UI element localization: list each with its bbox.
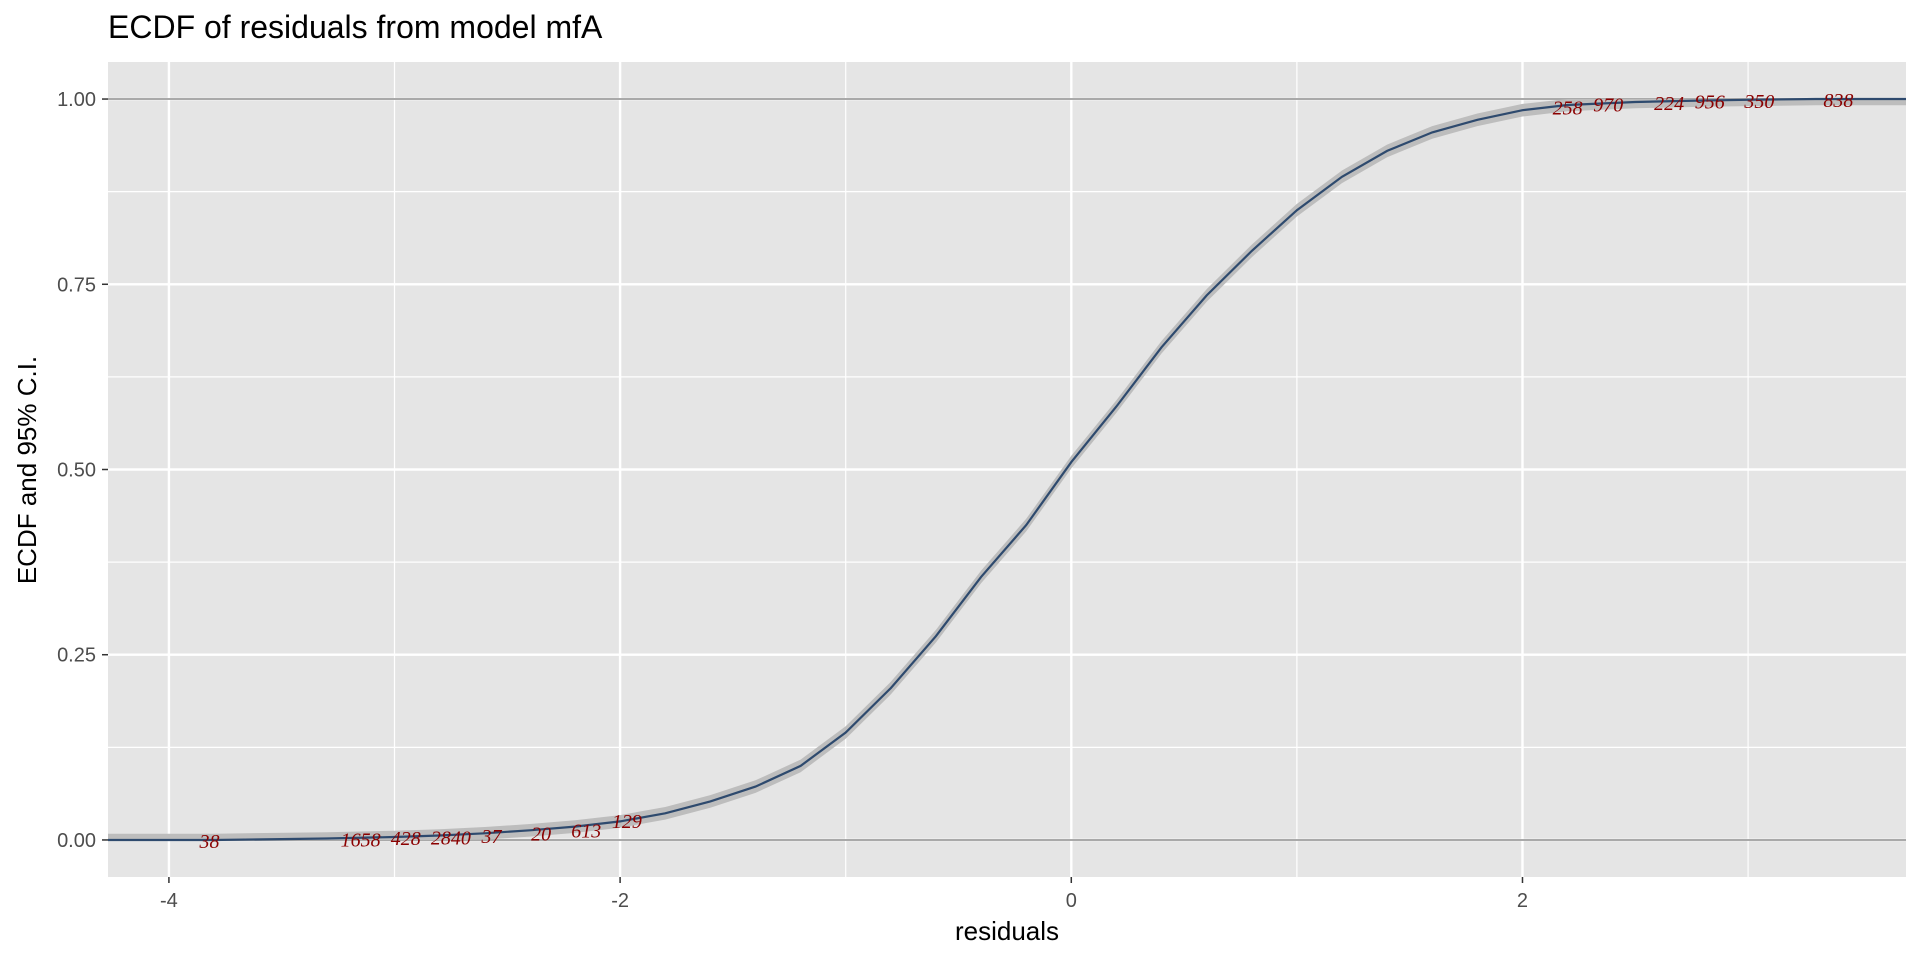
y-tick-label: 0.25 bbox=[57, 645, 96, 667]
y-tick-label: 0.00 bbox=[57, 830, 96, 852]
point-label: 38 bbox=[199, 831, 220, 853]
point-label: 838 bbox=[1823, 90, 1853, 112]
point-label: 428 bbox=[391, 828, 421, 850]
point-label: 2840 bbox=[431, 827, 471, 849]
point-label: 1658 bbox=[341, 829, 381, 851]
point-label: 129 bbox=[612, 811, 642, 833]
x-tick-label: 0 bbox=[1066, 890, 1077, 912]
x-axis-title: residuals bbox=[955, 916, 1059, 946]
x-tick-label: -2 bbox=[611, 890, 629, 912]
ecdf-line bbox=[108, 97, 1906, 842]
x-tick-label: -4 bbox=[160, 890, 178, 912]
y-tick-label: 1.00 bbox=[57, 89, 96, 111]
x-tick-label: 2 bbox=[1517, 890, 1528, 912]
point-label: 37 bbox=[481, 826, 503, 848]
y-tick-label: 0.75 bbox=[57, 274, 96, 296]
chart-title: ECDF of residuals from model mfA bbox=[108, 9, 603, 45]
y-axis: 0.00 0.25 0.50 0.75 1.00 bbox=[57, 89, 108, 852]
point-label: 956 bbox=[1695, 92, 1725, 114]
y-tick-label: 0.50 bbox=[57, 460, 96, 482]
point-label: 20 bbox=[531, 824, 551, 846]
point-labels: 38 1658 428 2840 37 20 613 129 258 970 224 956 350 83… bbox=[199, 90, 1854, 853]
point-label: 258 bbox=[1553, 97, 1583, 119]
y-axis-title: ECDF and 95% C.I. bbox=[12, 356, 42, 584]
point-label: 350 bbox=[1743, 91, 1774, 113]
point-label: 224 bbox=[1654, 93, 1684, 115]
major-gridlines bbox=[108, 62, 1906, 877]
point-label: 970 bbox=[1593, 94, 1623, 116]
x-axis: -4 -2 0 2 bbox=[160, 877, 1528, 912]
point-label: 613 bbox=[571, 821, 601, 843]
